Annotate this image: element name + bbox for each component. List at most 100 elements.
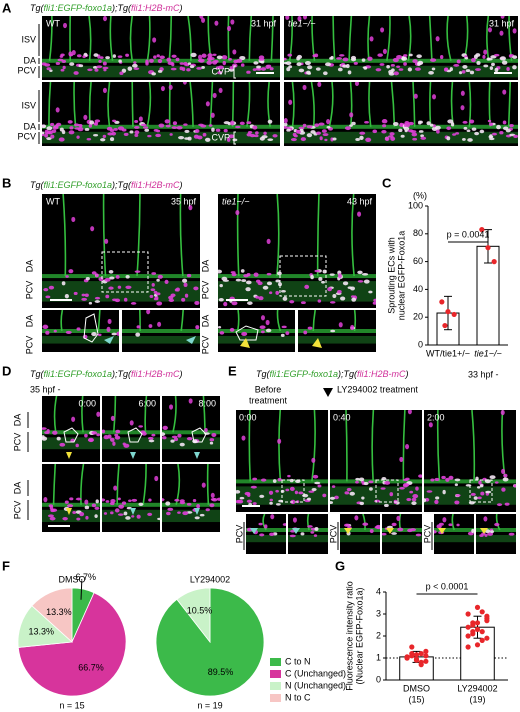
roi-box (281, 479, 305, 503)
nucleus (162, 425, 168, 431)
nucleus (280, 333, 285, 338)
nucleus (314, 481, 321, 485)
vessel (428, 16, 433, 61)
panel-label: D (2, 363, 11, 378)
cell-outline (83, 313, 99, 343)
micrograph (382, 514, 422, 554)
nucleus (479, 484, 484, 488)
nucleus (68, 269, 74, 274)
nucleus (474, 68, 482, 71)
vein-band (162, 509, 220, 523)
nucleus (499, 131, 504, 135)
nucleus (317, 484, 322, 488)
nucleus (265, 328, 272, 333)
nucleus (114, 508, 120, 513)
nucleus (372, 301, 376, 305)
roi-box (375, 479, 399, 503)
roi-box (101, 251, 149, 293)
nucleus (178, 136, 185, 140)
vessel-band (340, 528, 380, 532)
nucleus (311, 457, 316, 463)
nucleus (487, 119, 492, 123)
nucleus (353, 61, 358, 65)
nucleus (452, 133, 457, 136)
vessel-band (246, 528, 286, 532)
nucleus (384, 481, 391, 485)
title-part: fli1:EGFP-foxo1a (44, 3, 113, 13)
timeline-arrow (323, 388, 333, 397)
nucleus (503, 473, 508, 478)
nucleus (317, 82, 322, 87)
nucleus (489, 475, 496, 480)
slice-label: 10.5% (187, 606, 213, 616)
nucleus (95, 499, 99, 504)
x-tick-label: DMSO (403, 683, 430, 693)
nucleus (64, 500, 69, 504)
nucleus (112, 441, 116, 446)
nucleus (324, 138, 328, 142)
cvp-label: CVP (211, 66, 230, 76)
nucleus (128, 499, 132, 502)
nucleus (183, 123, 188, 126)
panel-label: F (2, 558, 10, 573)
nucleus (115, 429, 121, 434)
nucleus (167, 507, 174, 511)
vein-band (42, 131, 280, 144)
nucleus (141, 431, 147, 436)
vessel (136, 194, 141, 277)
nucleus (454, 483, 459, 487)
vessel (116, 464, 120, 505)
nucleus (272, 479, 277, 483)
nucleus (159, 55, 165, 60)
nucleus (71, 416, 76, 422)
y-tick-label: 3 (376, 608, 381, 618)
nucleus (344, 523, 350, 527)
data-point (474, 604, 481, 611)
nucleus (287, 53, 293, 57)
arrowhead (130, 452, 136, 459)
nucleus (57, 58, 64, 62)
nucleus (391, 532, 397, 535)
nucleus (445, 477, 450, 482)
vessel (144, 396, 148, 433)
vessel (189, 82, 194, 127)
nucleus (401, 57, 405, 61)
vein-band (42, 437, 100, 450)
nucleus (136, 514, 141, 519)
nucleus (199, 16, 204, 19)
nucleus (255, 131, 259, 135)
nucleus (218, 298, 224, 302)
nucleus (513, 484, 516, 488)
nucleus (390, 136, 396, 141)
nucleus (150, 288, 156, 292)
nucleus (259, 136, 265, 141)
nucleus (300, 137, 307, 142)
nucleus (157, 69, 163, 73)
image-content (102, 396, 160, 450)
nucleus (267, 138, 274, 142)
nucleus (388, 69, 394, 74)
nucleus (88, 123, 93, 128)
nucleus (358, 477, 365, 482)
nucleus (293, 134, 298, 138)
nucleus (387, 135, 394, 138)
nucleus (350, 295, 356, 298)
nucleus (253, 134, 259, 138)
nucleus (326, 118, 331, 125)
nucleus (368, 290, 373, 294)
nucleus (121, 68, 127, 73)
nucleus (260, 330, 265, 334)
data-point (479, 609, 485, 615)
nucleus (403, 54, 408, 57)
nucleus (429, 123, 434, 127)
nucleus (380, 487, 386, 490)
nucleus (114, 435, 121, 440)
nucleus (219, 331, 225, 335)
nucleus (83, 114, 88, 120)
nucleus (424, 498, 427, 503)
nucleus (446, 126, 452, 131)
title-part: );Tg( (111, 180, 132, 190)
stage: 31 hpf (489, 18, 515, 28)
nucleus (277, 477, 282, 482)
vessel (412, 82, 416, 127)
